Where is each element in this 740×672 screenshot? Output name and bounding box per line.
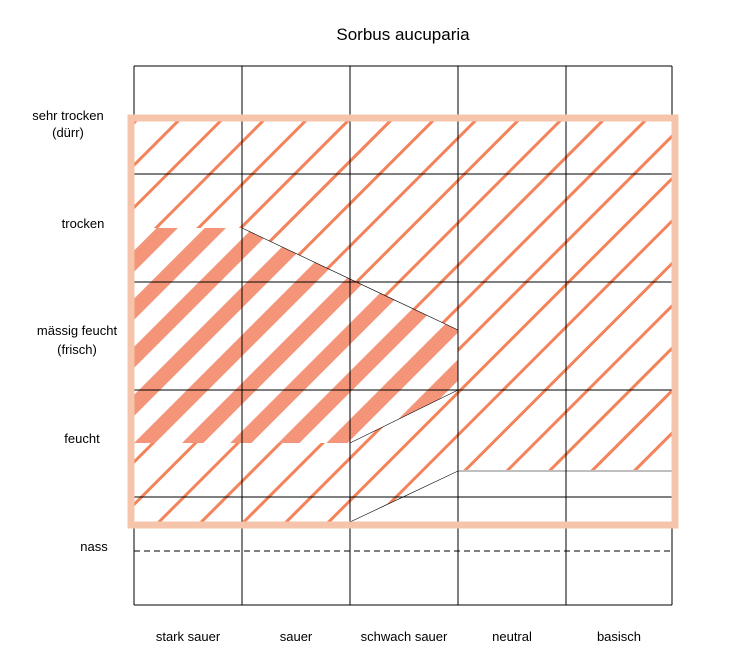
optimum-zone-bottom-edge [349, 389, 459, 444]
moisture-label-maessig-feucht: mässig feucht [37, 323, 118, 338]
ph-label-neutral: neutral [492, 629, 532, 644]
moisture-label-sehr-trocken: sehr trocken [32, 108, 104, 123]
ph-label-stark-sauer: stark sauer [156, 629, 221, 644]
ph-label-sauer: sauer [280, 629, 313, 644]
moisture-label-nass: nass [80, 539, 108, 554]
moisture-label-duerr: (dürr) [52, 125, 84, 140]
moisture-label-frisch: (frisch) [57, 342, 97, 357]
ph-label-basisch: basisch [597, 629, 641, 644]
grid-horizontal-lines [134, 65, 672, 606]
diagram-title: Sorbus aucuparia [336, 25, 470, 44]
range-frame [127, 114, 679, 529]
ph-label-schwach-sauer: schwach sauer [361, 629, 448, 644]
moisture-label-feucht: feucht [64, 431, 100, 446]
moisture-label-trocken: trocken [62, 216, 105, 231]
